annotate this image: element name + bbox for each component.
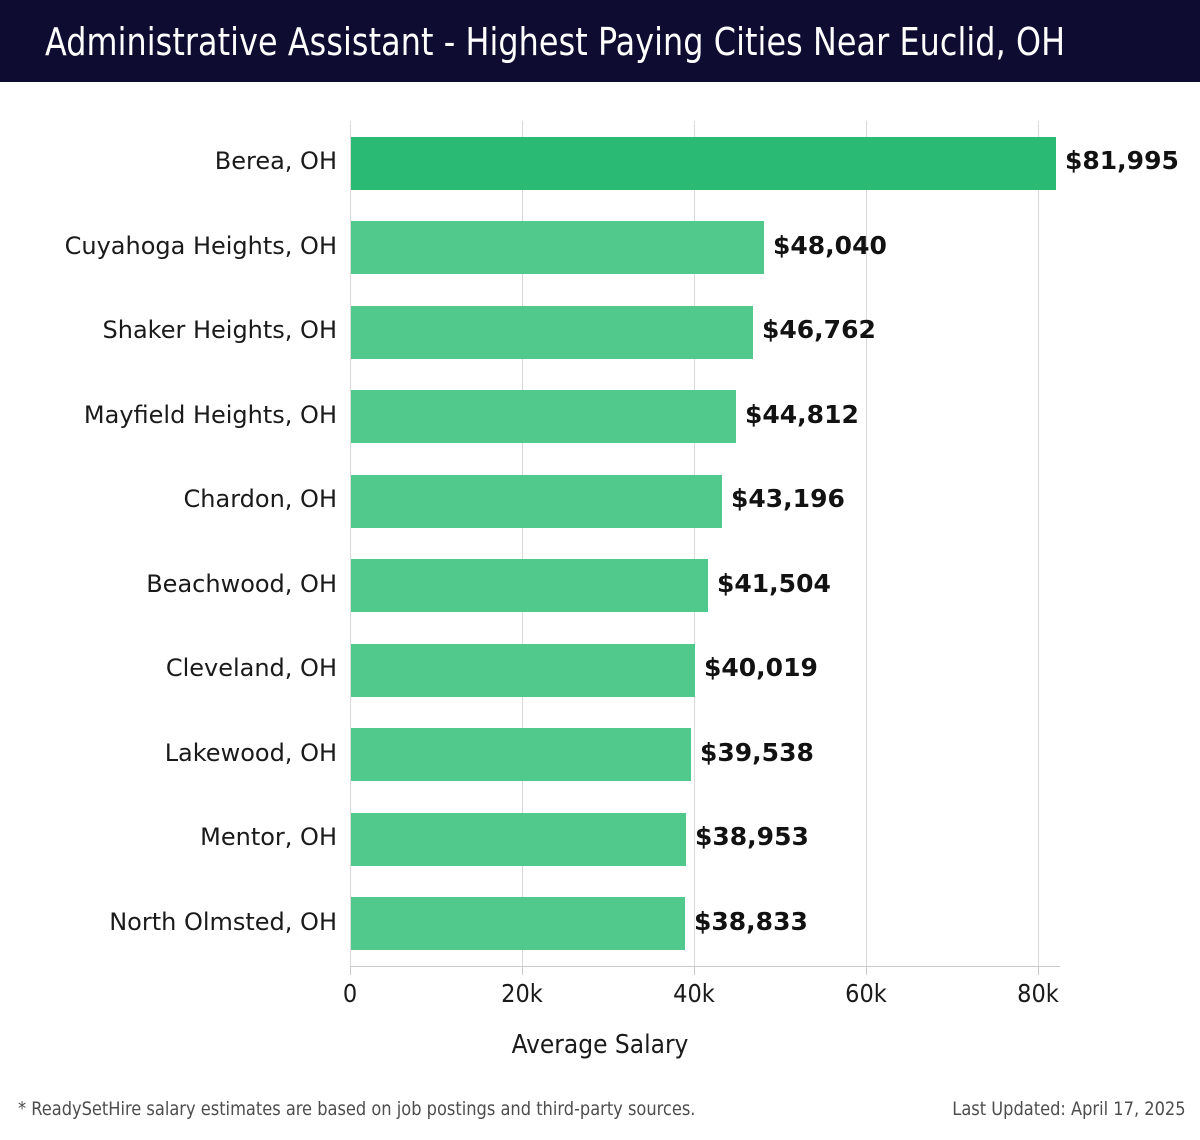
category-label: Chardon, OH <box>183 485 337 514</box>
bar-value-label: $43,196 <box>731 484 845 514</box>
bar-value-label: $48,040 <box>773 230 887 260</box>
title-bar: Administrative Assistant - Highest Payin… <box>0 0 1200 82</box>
bar[interactable] <box>351 221 764 275</box>
bar-value-label: $38,833 <box>694 906 808 936</box>
footer-last-updated: Last Updated: April 17, 2025 <box>952 1098 1186 1120</box>
category-label: Cleveland, OH <box>165 654 337 683</box>
x-tick-label: 20k <box>501 979 543 1008</box>
bar[interactable] <box>351 897 685 951</box>
x-tick-mark <box>866 966 867 975</box>
gridline-80k <box>1038 121 1039 966</box>
x-tick-mark <box>522 966 523 975</box>
x-tick-mark <box>694 966 695 975</box>
gridline-40k <box>694 121 695 966</box>
bar-value-label: $41,504 <box>717 568 831 598</box>
bar-value-label: $38,953 <box>695 822 809 852</box>
gridline-0 <box>350 121 351 966</box>
category-label: Lakewood, OH <box>164 738 337 767</box>
bar-value-label: $40,019 <box>704 653 818 683</box>
bar[interactable] <box>351 390 736 444</box>
bar[interactable] <box>351 559 708 613</box>
gridline-20k <box>522 121 523 966</box>
category-label: North Olmsted, OH <box>109 907 337 936</box>
plot-area <box>350 121 1060 966</box>
footer-disclaimer: * ReadySetHire salary estimates are base… <box>18 1098 696 1120</box>
category-label: Berea, OH <box>214 147 337 176</box>
gridline-60k <box>866 121 867 966</box>
bar-value-label: $81,995 <box>1065 146 1179 176</box>
bar-value-label: $39,538 <box>700 737 814 767</box>
bar[interactable] <box>351 474 722 528</box>
bar[interactable] <box>351 136 1056 190</box>
bar-value-label: $44,812 <box>745 399 859 429</box>
category-label: Cuyahoga Heights, OH <box>64 231 337 260</box>
bar[interactable] <box>351 643 695 697</box>
x-tick-label: 0 <box>342 979 358 1008</box>
category-label: Mentor, OH <box>200 823 337 852</box>
category-label: Mayfield Heights, OH <box>83 400 337 429</box>
bar[interactable] <box>351 812 686 866</box>
x-tick-label: 60k <box>845 979 887 1008</box>
bar[interactable] <box>351 728 691 782</box>
chart-container: Berea, OH $81,995 Cuyahoga Heights, OH $48,… <box>0 82 1200 1140</box>
x-tick-label: 40k <box>673 979 715 1008</box>
x-axis-line <box>350 966 1060 967</box>
category-label: Shaker Heights, OH <box>102 316 338 345</box>
x-tick-label: 80k <box>1017 979 1059 1008</box>
bar-value-label: $46,762 <box>762 315 876 345</box>
category-label: Beachwood, OH <box>146 569 337 598</box>
page-title: Administrative Assistant - Highest Payin… <box>45 20 1066 64</box>
x-axis-label: Average Salary <box>511 1030 689 1060</box>
bar[interactable] <box>351 305 753 359</box>
x-tick-mark <box>350 966 351 975</box>
x-tick-mark <box>1038 966 1039 975</box>
